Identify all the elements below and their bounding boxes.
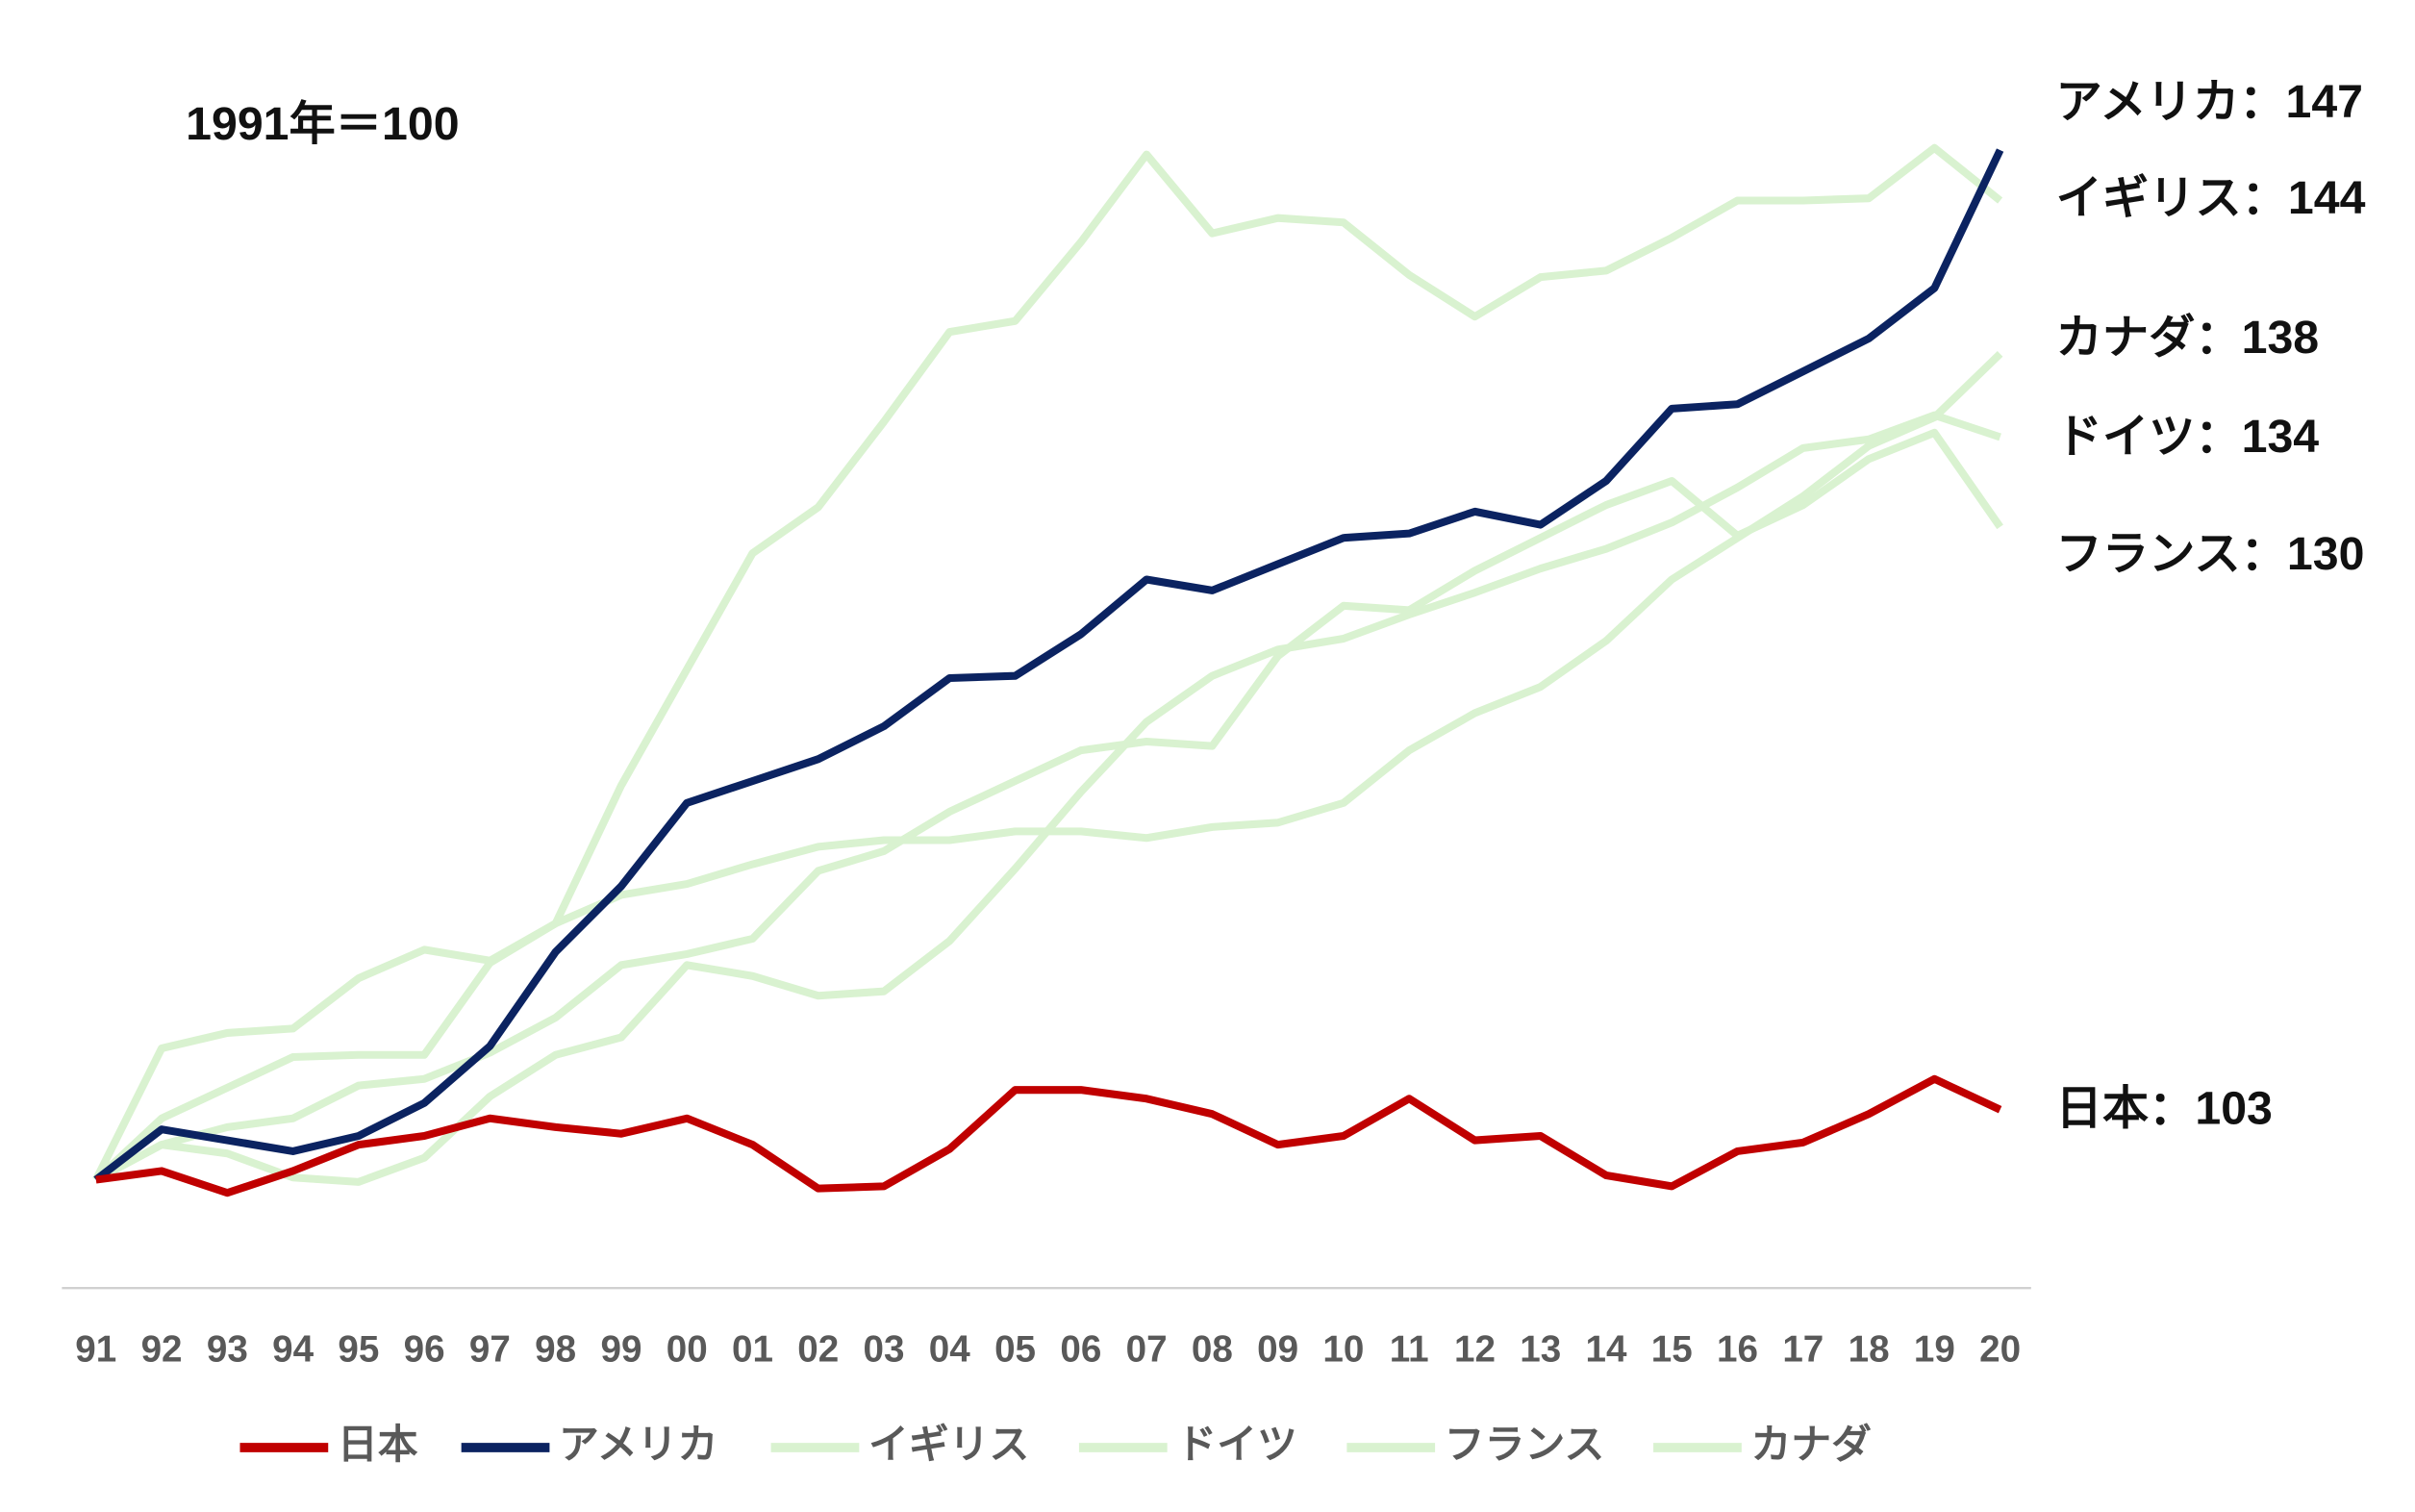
x-tick-label: 00 (667, 1328, 708, 1370)
x-tick-label: 05 (994, 1328, 1036, 1370)
annotation: アメリカ：147 (2056, 76, 2363, 128)
series-line (95, 1074, 2002, 1197)
legend-label: アメリカ (559, 1422, 717, 1467)
x-tick-label: 07 (1126, 1328, 1168, 1370)
legend-label: カナダ (1750, 1422, 1872, 1467)
x-tick-label: 10 (1322, 1328, 1364, 1370)
annotation: カナダ：138 (2056, 312, 2320, 364)
series-line (93, 148, 2004, 1183)
x-tick-label: 91 (75, 1328, 116, 1370)
legend-label: ドイツ (1176, 1422, 1297, 1467)
legend-label: 日本 (338, 1422, 418, 1467)
x-tick-label: 17 (1782, 1328, 1824, 1370)
annotation: ドイツ：134 (2056, 411, 2320, 463)
x-tick-label: 11 (1390, 1328, 1429, 1370)
x-tick-label: 13 (1520, 1328, 1561, 1370)
x-tick-label: 01 (732, 1328, 773, 1370)
series-line (92, 143, 2003, 1182)
x-tick-label: 16 (1717, 1328, 1758, 1370)
annotation: イギリス：144 (2056, 172, 2366, 224)
x-tick-label: 09 (1257, 1328, 1298, 1370)
annotation: 日本：103 (2056, 1082, 2273, 1134)
x-tick-label: 93 (207, 1328, 248, 1370)
x-tick-label: 12 (1454, 1328, 1496, 1370)
x-tick-label: 94 (272, 1328, 314, 1370)
legend-label: フランス (1445, 1422, 1605, 1467)
legend-label: イギリス (868, 1422, 1029, 1467)
x-tick-label: 14 (1586, 1328, 1627, 1370)
annotation: フランス：130 (2056, 528, 2365, 580)
x-tick-label: 15 (1651, 1328, 1693, 1370)
x-tick-label: 20 (1979, 1328, 2021, 1370)
x-tick-label: 06 (1060, 1328, 1101, 1370)
x-tick-label: 03 (864, 1328, 905, 1370)
series-line (93, 411, 2001, 1186)
x-tick-label: 97 (469, 1328, 511, 1370)
x-tick-label: 19 (1914, 1328, 1955, 1370)
x-tick-label: 04 (929, 1328, 970, 1370)
x-tick-label: 98 (535, 1328, 576, 1370)
x-tick-label: 18 (1849, 1328, 1890, 1370)
x-tick-label: 95 (338, 1328, 379, 1370)
x-tick-label: 96 (404, 1328, 445, 1370)
x-tick-label: 02 (797, 1328, 839, 1370)
subtitle: 1991年＝100 (186, 98, 459, 150)
x-tick-label: 99 (600, 1328, 641, 1370)
x-tick-label: 92 (141, 1328, 183, 1370)
series-line (93, 428, 2003, 1184)
x-tick-label: 08 (1192, 1328, 1233, 1370)
